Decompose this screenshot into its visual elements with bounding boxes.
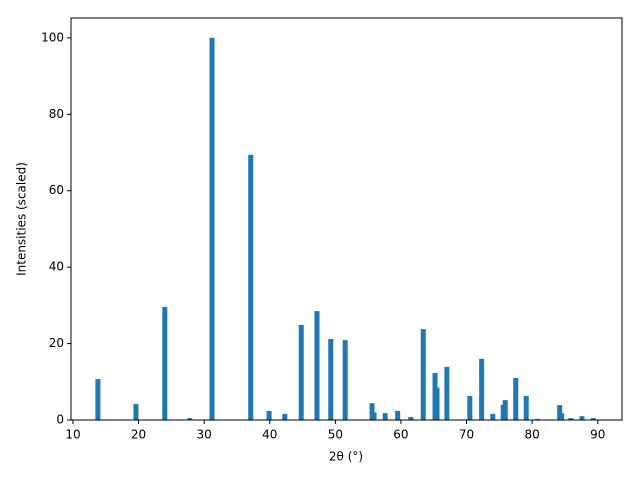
- y-tick-label: 60: [49, 183, 64, 197]
- bar: [369, 403, 375, 420]
- bar: [590, 418, 596, 420]
- bar: [559, 413, 565, 420]
- bar: [298, 324, 304, 420]
- x-tick-label: 60: [393, 428, 408, 442]
- bar: [209, 37, 215, 420]
- x-tick-label: 90: [590, 428, 605, 442]
- bar: [395, 410, 401, 420]
- y-tick-label: 100: [41, 30, 64, 44]
- bar: [523, 395, 529, 420]
- bar: [95, 379, 101, 420]
- bar: [568, 418, 574, 420]
- x-tick-label: 80: [524, 428, 539, 442]
- bar: [502, 400, 508, 420]
- y-tick-label: 20: [49, 336, 64, 350]
- bar: [490, 413, 496, 420]
- bar: [314, 311, 320, 420]
- bar: [534, 418, 540, 420]
- bar: [371, 412, 377, 420]
- bar: [133, 403, 139, 420]
- bar: [467, 395, 473, 420]
- y-tick-label: 80: [49, 107, 64, 121]
- x-tick-label: 30: [197, 428, 212, 442]
- y-tick-label: 40: [49, 260, 64, 274]
- bar: [420, 329, 426, 420]
- bar: [342, 340, 348, 420]
- bar: [444, 366, 450, 420]
- bar: [266, 410, 272, 420]
- bar: [513, 377, 519, 420]
- x-tick-label: 10: [65, 428, 80, 442]
- bar: [187, 418, 193, 420]
- bar: [579, 416, 585, 420]
- bar: [248, 154, 254, 420]
- bar: [382, 413, 388, 420]
- bar: [408, 416, 414, 420]
- y-axis-label: Intensities (scaled): [15, 162, 29, 276]
- x-tick-label: 20: [131, 428, 146, 442]
- bar: [434, 387, 440, 420]
- y-tick-label: 0: [56, 413, 64, 427]
- x-tick-label: 70: [459, 428, 474, 442]
- bar: [328, 338, 334, 420]
- x-axis-label: 2θ (°): [329, 450, 363, 464]
- bar: [557, 405, 563, 420]
- x-tick-label: 50: [328, 428, 343, 442]
- bar: [162, 306, 168, 420]
- bar: [282, 413, 288, 420]
- x-tick-label: 40: [262, 428, 277, 442]
- plot-frame: [70, 17, 623, 421]
- bar: [479, 358, 485, 420]
